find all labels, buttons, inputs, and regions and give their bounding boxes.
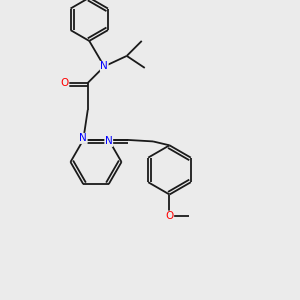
Text: O: O bbox=[61, 78, 69, 88]
Text: O: O bbox=[165, 211, 174, 221]
Text: N: N bbox=[100, 61, 108, 71]
Text: N: N bbox=[80, 134, 87, 143]
Text: N: N bbox=[105, 136, 112, 146]
